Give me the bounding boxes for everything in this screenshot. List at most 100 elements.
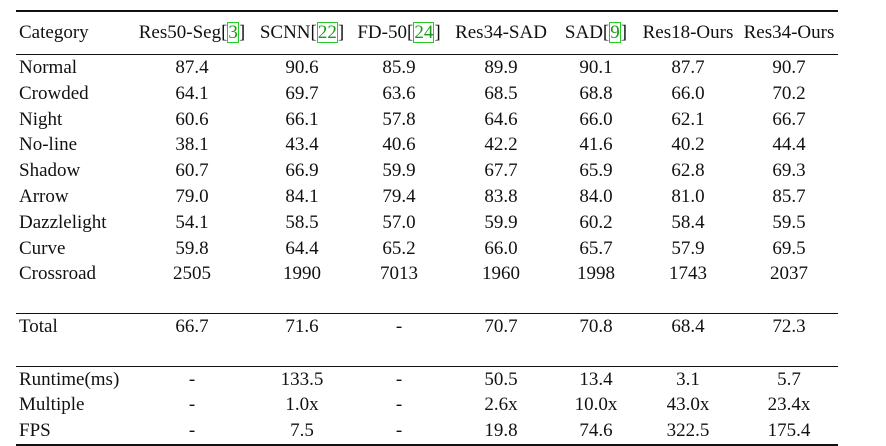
table-cell: 70.7 bbox=[446, 312, 556, 340]
table-cell: 23.4x bbox=[767, 394, 811, 416]
spacer-row bbox=[16, 340, 838, 366]
column-header-label: SCNN bbox=[259, 22, 311, 43]
column-header-label: SAD bbox=[564, 22, 603, 43]
table-cell: 41.6 bbox=[579, 134, 613, 156]
table-cell: 90.1 bbox=[579, 57, 613, 78]
results-table: Category Res50-Seg[3] SCNN[22] FD-50[24] Res… bbox=[16, 10, 838, 446]
table-cell: 59.9 bbox=[382, 160, 416, 182]
table-cell: - bbox=[188, 394, 196, 416]
table-cell: 58.4 bbox=[671, 211, 705, 233]
table-cell: 66.0 bbox=[484, 237, 518, 259]
citation-link[interactable]: 22 bbox=[316, 22, 338, 43]
spacer-row bbox=[16, 287, 838, 313]
table-cell: 133.5 bbox=[252, 365, 352, 393]
row-label: Crossroad bbox=[19, 263, 97, 285]
table-cell: 67.7 bbox=[484, 160, 518, 182]
table-cell: 66.7 bbox=[772, 108, 806, 130]
column-header-label: Res50-Seg bbox=[138, 22, 222, 43]
column-header-label: Res34-SAD bbox=[455, 22, 547, 43]
total-row: Total 66.7 71.6-70.7 70.8 68.4 72.3 bbox=[16, 312, 838, 340]
table-cell: 2037 bbox=[770, 263, 808, 285]
table-cell: 62.1 bbox=[671, 108, 705, 130]
row-label: No-line bbox=[19, 134, 78, 156]
table-cell: 85.7 bbox=[772, 185, 806, 207]
table-cell: 59.8 bbox=[175, 237, 209, 259]
table-cell: 70.2 bbox=[772, 82, 806, 104]
category-row: Dazzlelight 54.1 58.5 57.0 59.9 60.2 58.4 59.5 bbox=[16, 210, 838, 236]
column-header-2: SCNN[22] bbox=[252, 10, 352, 55]
table-cell: 62.8 bbox=[671, 160, 705, 182]
table-cell: - bbox=[352, 365, 446, 393]
table-cell: 66.1 bbox=[285, 108, 319, 130]
table-cell: - bbox=[132, 418, 252, 446]
column-header-3: FD-50[24] bbox=[352, 10, 446, 55]
category-row: No-line 38.1 43.4 40.6 42.2 41.6 40.2 44.4 bbox=[16, 132, 838, 158]
table-cell: 87.7 bbox=[671, 57, 705, 78]
column-header-label: FD-50 bbox=[357, 22, 407, 43]
citation-link[interactable]: 24 bbox=[413, 22, 435, 43]
table-cell: 65.9 bbox=[579, 160, 613, 182]
category-row: Crowded 64.1 69.7 63.6 68.5 68.8 66.0 70.2 bbox=[16, 81, 838, 107]
table-cell: 1998 bbox=[577, 263, 615, 285]
column-header-label: Res34-Ours bbox=[743, 22, 835, 43]
table-cell: 60.7 bbox=[175, 160, 209, 182]
table-cell: - bbox=[352, 418, 446, 446]
table-cell: 69.3 bbox=[772, 160, 806, 182]
row-label: Normal bbox=[19, 57, 78, 78]
spacer-cell bbox=[16, 287, 838, 313]
table-cell: - bbox=[395, 394, 403, 416]
table-cell: 83.8 bbox=[484, 185, 518, 207]
table-cell: 64.4 bbox=[285, 237, 319, 259]
table-cell: 57.8 bbox=[382, 108, 416, 130]
category-row: Shadow 60.7 66.9 59.9 67.7 65.9 62.8 69.3 bbox=[16, 158, 838, 184]
speed-row: Runtime(ms) -133.5-50.5 13.4 3.1 5.7 bbox=[16, 365, 838, 393]
table-cell: - bbox=[132, 365, 252, 393]
row-label: Crowded bbox=[19, 82, 89, 104]
column-header-1: Res50-Seg[3] bbox=[132, 10, 252, 55]
table-header: Category Res50-Seg[3] SCNN[22] FD-50[24] Res… bbox=[16, 10, 838, 55]
table-cell: 79.4 bbox=[382, 185, 416, 207]
table-cell: 90.7 bbox=[772, 57, 806, 78]
table-cell: 1743 bbox=[669, 263, 707, 285]
table-cell: 66.0 bbox=[579, 108, 613, 130]
table-cell: 50.5 bbox=[446, 365, 556, 393]
table-cell: 57.9 bbox=[671, 237, 705, 259]
table-cell: 79.0 bbox=[175, 185, 209, 207]
table-cell: 57.0 bbox=[382, 211, 416, 233]
table-cell: 63.6 bbox=[382, 82, 416, 104]
column-header-label: Res18-Ours bbox=[642, 22, 734, 43]
speed-row: Multiple - 1.0x - 2.6x 10.0x 43.0x 23.4x bbox=[16, 392, 838, 418]
table-cell: 69.7 bbox=[285, 82, 319, 104]
row-label: Arrow bbox=[19, 185, 69, 207]
category-row: Night 60.6 66.1 57.8 64.6 66.0 62.1 66.7 bbox=[16, 107, 838, 133]
row-label: Night bbox=[19, 108, 63, 130]
table-cell: 175.4 bbox=[740, 418, 838, 446]
citation-link[interactable]: 3 bbox=[227, 22, 239, 43]
column-header-label: Category bbox=[19, 22, 89, 43]
citation-link[interactable]: 9 bbox=[609, 22, 621, 43]
table-cell: 85.9 bbox=[382, 57, 416, 78]
table-cell: 19.8 bbox=[446, 418, 556, 446]
category-row: Normal 87.4 90.6 85.9 89.9 90.1 87.7 90.7 bbox=[16, 55, 838, 81]
table-cell: 89.9 bbox=[484, 57, 518, 78]
table-cell: 64.6 bbox=[484, 108, 518, 130]
table-cell: 7.5 bbox=[252, 418, 352, 446]
row-label: FPS bbox=[16, 418, 132, 446]
table-cell: 68.5 bbox=[484, 82, 518, 104]
table-cell: 66.7 bbox=[132, 312, 252, 340]
table-cell: - bbox=[352, 312, 446, 340]
table-cell: 58.5 bbox=[285, 211, 319, 233]
row-label: Runtime(ms) bbox=[16, 365, 132, 393]
column-header-7: Res34-Ours bbox=[740, 10, 838, 55]
category-row: Curve 59.8 64.4 65.2 66.0 65.7 57.9 69.5 bbox=[16, 236, 838, 262]
table-cell: 40.6 bbox=[382, 134, 416, 156]
table-cell: 1990 bbox=[283, 263, 321, 285]
table-cell: 60.2 bbox=[579, 211, 613, 233]
table-cell: 13.4 bbox=[556, 365, 636, 393]
table-cell: 59.5 bbox=[772, 211, 806, 233]
table-cell: 71.6 bbox=[252, 312, 352, 340]
table-cell: 43.0x bbox=[666, 394, 710, 416]
table-cell: 38.1 bbox=[175, 134, 209, 156]
table-cell: 66.9 bbox=[285, 160, 319, 182]
table-cell: 60.6 bbox=[175, 108, 209, 130]
